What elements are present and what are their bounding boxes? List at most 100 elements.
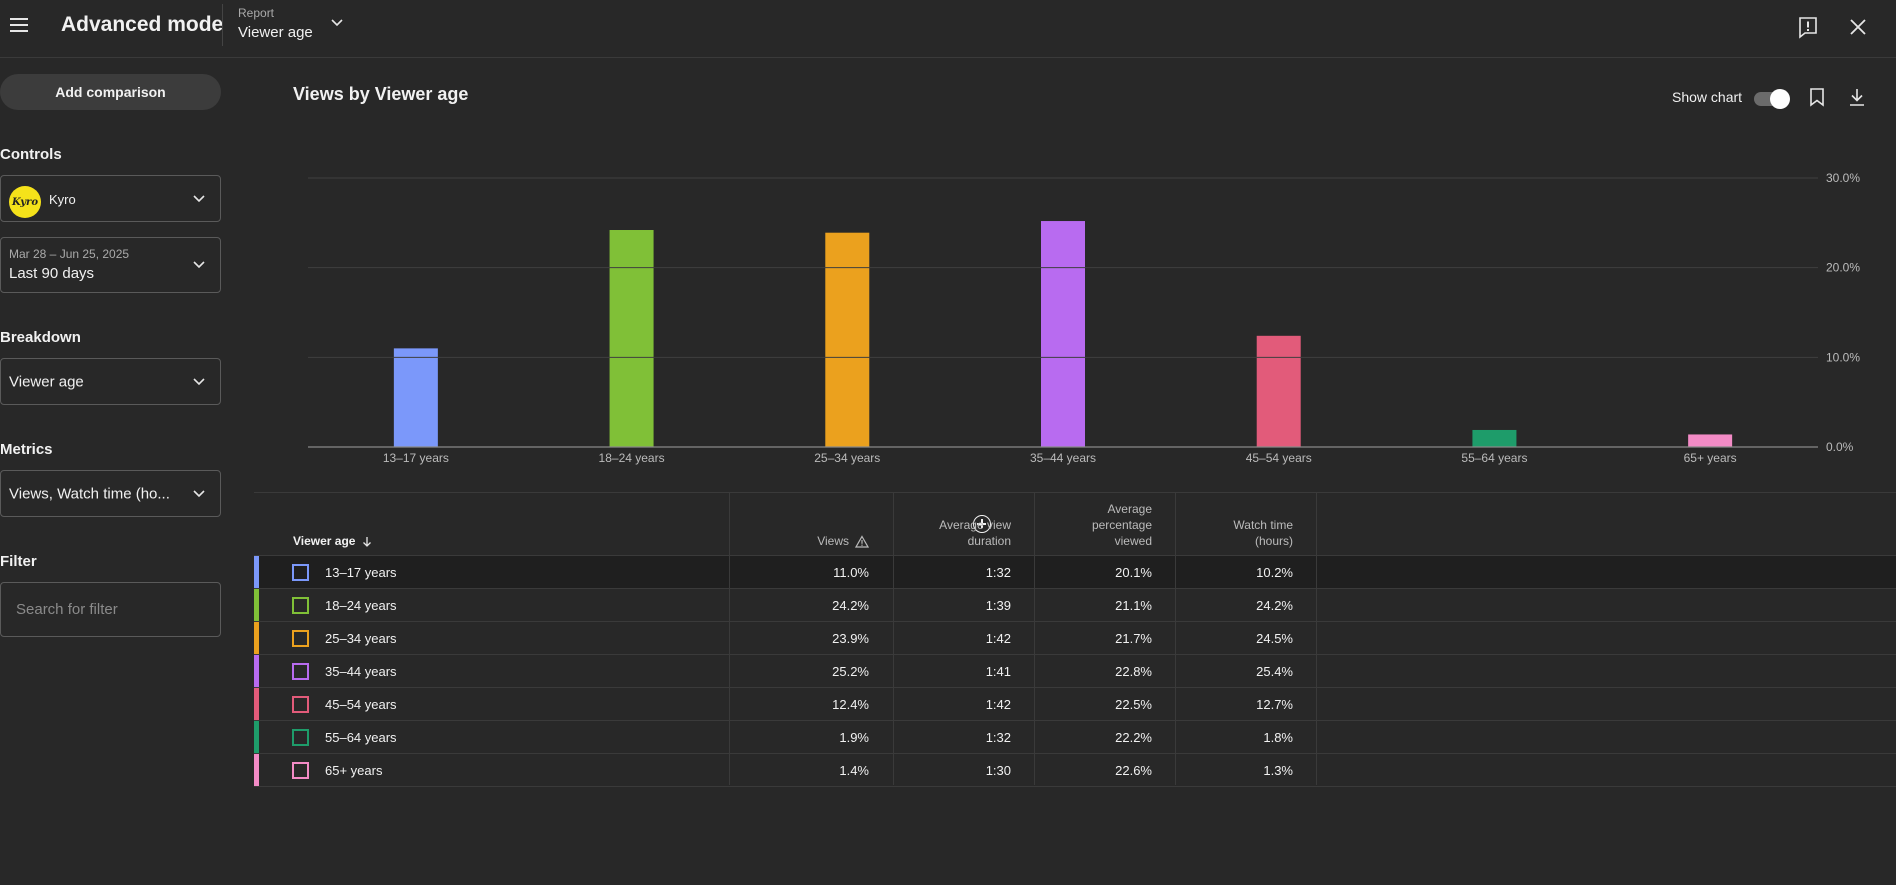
column-header-label: Watch time (hours) (1233, 518, 1293, 548)
column-header-label: Viewer age (293, 534, 356, 548)
y-tick-label: 30.0% (1826, 171, 1860, 185)
arrow-down-icon (363, 537, 372, 547)
sidebar: Add comparison Controls Kyro Kyro Mar 28… (0, 58, 230, 885)
watch-time-cell: 24.5% (1256, 631, 1293, 646)
chevron-down-icon (331, 19, 343, 27)
row-label: 55–64 years (325, 730, 397, 745)
watch-time-cell: 12.7% (1256, 697, 1293, 712)
add-column-icon[interactable] (973, 515, 991, 533)
row-label: 45–54 years (325, 697, 397, 712)
filter-input[interactable] (0, 582, 221, 637)
row-label: 25–34 years (325, 631, 397, 646)
row-color-stripe (254, 622, 259, 654)
add-comparison-button[interactable]: Add comparison (0, 74, 221, 110)
row-color-stripe (254, 721, 259, 753)
row-checkbox[interactable] (292, 630, 309, 647)
chevron-down-icon (193, 377, 205, 385)
warning-icon (855, 535, 869, 548)
column-header-viewer-age[interactable]: Viewer age (293, 493, 493, 556)
table-row[interactable]: 25–34 years 23.9% 1:42 21.7% 24.5% (254, 622, 1896, 655)
channel-select[interactable]: Kyro Kyro (0, 175, 221, 222)
views-cell: 1.9% (839, 730, 869, 745)
avg-percentage-viewed-cell: 21.7% (1115, 631, 1152, 646)
avg-percentage-viewed-cell: 22.5% (1115, 697, 1152, 712)
controls-label: Controls (0, 146, 62, 163)
column-header-views[interactable]: Views (729, 493, 869, 556)
row-checkbox[interactable] (292, 762, 309, 779)
download-icon[interactable] (1846, 86, 1868, 108)
hamburger-menu-icon[interactable] (8, 14, 30, 36)
column-divider (1034, 493, 1035, 785)
watch-time-cell: 1.8% (1263, 730, 1293, 745)
y-tick-label: 20.0% (1826, 261, 1860, 275)
row-checkbox[interactable] (292, 564, 309, 581)
table-row[interactable]: 45–54 years 12.4% 1:42 22.5% 12.7% (254, 688, 1896, 721)
column-header-label: Average view duration (939, 518, 1011, 548)
table-row[interactable]: 65+ years 1.4% 1:30 22.6% 1.3% (254, 754, 1896, 787)
views-cell: 23.9% (832, 631, 869, 646)
date-preset: Last 90 days (9, 265, 95, 282)
chevron-down-icon (193, 489, 205, 497)
views-cell: 1.4% (839, 763, 869, 778)
table-header: Viewer age Views Average view duration A… (254, 493, 1896, 556)
row-checkbox[interactable] (292, 729, 309, 746)
metrics-value: Views, Watch time (ho... (9, 485, 170, 502)
column-header-avg-view-duration[interactable]: Average view duration (921, 493, 1011, 556)
chart-bar (393, 348, 438, 447)
date-range-select[interactable]: Mar 28 – Jun 25, 2025 Last 90 days (0, 237, 221, 293)
table-row[interactable]: 13–17 years 11.0% 1:32 20.1% 10.2% (254, 556, 1896, 589)
row-label: 18–24 years (325, 598, 397, 613)
column-header-avg-percentage-viewed[interactable]: Average percentage viewed (1082, 493, 1152, 556)
chart-bar (1256, 335, 1301, 447)
table-row[interactable]: 55–64 years 1.9% 1:32 22.2% 1.8% (254, 721, 1896, 754)
watch-time-cell: 10.2% (1256, 565, 1293, 580)
column-divider (729, 493, 730, 785)
row-color-stripe (254, 655, 259, 687)
avg-view-duration-cell: 1:32 (985, 730, 1011, 745)
row-color-stripe (254, 589, 259, 621)
report-kicker: Report (238, 6, 275, 20)
x-tick-label: 18–24 years (599, 451, 665, 465)
report-picker[interactable]: Report Viewer age (236, 4, 356, 46)
row-checkbox[interactable] (292, 663, 309, 680)
x-tick-label: 65+ years (1684, 451, 1737, 465)
table-row[interactable]: 18–24 years 24.2% 1:39 21.1% 24.2% (254, 589, 1896, 622)
channel-name: Kyro (49, 192, 76, 207)
row-label: 13–17 years (325, 565, 397, 580)
bookmark-icon[interactable] (1806, 86, 1828, 108)
metrics-label: Metrics (0, 441, 53, 458)
breakdown-select[interactable]: Viewer age (0, 358, 221, 405)
views-cell: 24.2% (832, 598, 869, 613)
breakdown-label: Breakdown (0, 329, 81, 346)
table-row[interactable]: 35–44 years 25.2% 1:41 22.8% 25.4% (254, 655, 1896, 688)
watch-time-cell: 24.2% (1256, 598, 1293, 613)
column-divider (893, 493, 894, 785)
show-chart-toggle[interactable] (1752, 89, 1790, 109)
feedback-icon[interactable] (1795, 14, 1821, 40)
chevron-down-icon (193, 261, 205, 269)
avg-view-duration-cell: 1:39 (985, 598, 1011, 613)
avg-percentage-viewed-cell: 20.1% (1115, 565, 1152, 580)
metrics-select[interactable]: Views, Watch time (ho... (0, 470, 221, 517)
filter-label: Filter (0, 553, 37, 570)
avg-view-duration-cell: 1:41 (985, 664, 1011, 679)
y-tick-label: 10.0% (1826, 350, 1860, 364)
chart-bar (1041, 221, 1085, 447)
column-header-watch-time[interactable]: Watch time (hours) (1193, 493, 1293, 556)
table-top-border (254, 492, 1896, 493)
x-tick-label: 25–34 years (814, 451, 880, 465)
views-cell: 11.0% (833, 565, 869, 580)
close-icon[interactable] (1845, 14, 1871, 40)
row-checkbox[interactable] (292, 597, 309, 614)
avg-view-duration-cell: 1:42 (985, 697, 1011, 712)
chart-bar (1688, 434, 1733, 447)
x-tick-label: 45–54 years (1246, 451, 1312, 465)
row-checkbox[interactable] (292, 696, 309, 713)
report-value: Viewer age (238, 24, 313, 41)
chart-bar (825, 232, 870, 447)
page-title: Advanced mode (61, 13, 224, 36)
watch-time-cell: 25.4% (1256, 664, 1293, 679)
channel-avatar: Kyro (9, 186, 41, 218)
x-tick-label: 13–17 years (383, 451, 449, 465)
x-tick-label: 35–44 years (1030, 451, 1096, 465)
